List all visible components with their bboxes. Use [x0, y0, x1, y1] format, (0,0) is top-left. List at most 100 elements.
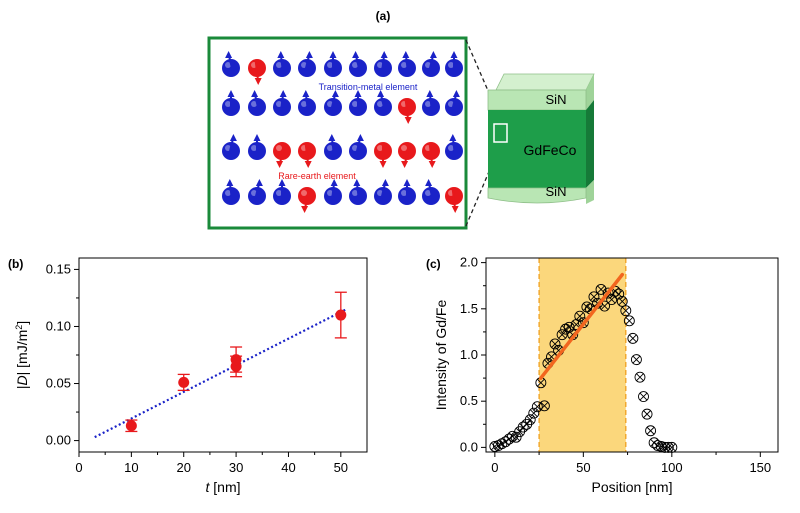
- transition-metal-atom: [324, 51, 342, 77]
- x-tick-label: 30: [229, 460, 243, 475]
- y-tick-label: 1.0: [460, 347, 478, 362]
- spin-up-arrowhead: [329, 51, 337, 58]
- marker-cross: [636, 373, 644, 381]
- spin-up-arrowhead: [377, 90, 385, 97]
- spin-up-arrowhead: [305, 51, 313, 58]
- atom-highlight: [276, 101, 282, 107]
- x-tick-label: 100: [661, 460, 683, 475]
- data-marker: [666, 441, 678, 453]
- rare-earth-atom: [374, 142, 392, 168]
- marker-circle: [620, 305, 632, 317]
- marker-cross: [561, 325, 570, 333]
- transition-metal-atom: [222, 179, 240, 205]
- spin-up-arrowhead: [328, 134, 336, 141]
- transition-metal-atom: [298, 51, 316, 77]
- rare-earth-atom: [273, 142, 291, 168]
- spin-up-arrowhead: [429, 51, 437, 58]
- atom-highlight: [301, 101, 307, 107]
- data-marker: [556, 329, 568, 341]
- panel-c-xlabel: Position [nm]: [592, 479, 673, 495]
- marker-cross: [537, 378, 545, 387]
- marker-circle: [595, 283, 607, 295]
- data-marker: [620, 305, 632, 317]
- spin-up-arrowhead: [251, 90, 259, 97]
- x-tick-label: 50: [334, 460, 348, 475]
- transition-metal-atom: [222, 51, 240, 77]
- transition-metal-atom: [298, 90, 316, 116]
- film-stack: SiN GdFeCo SiN: [487, 73, 595, 204]
- marker-circle: [500, 436, 511, 448]
- spin-up-arrowhead: [403, 179, 411, 186]
- marker-cross: [632, 355, 641, 364]
- zoom-window: [493, 123, 508, 143]
- marker-cross: [618, 297, 627, 306]
- y-tick-label: 0.10: [46, 318, 71, 333]
- marker-cross: [529, 409, 538, 418]
- marker-circle: [641, 408, 653, 420]
- data-marker: [574, 310, 586, 322]
- spin-down-arrowhead: [304, 161, 312, 168]
- panel-a-label: (a): [376, 9, 391, 23]
- transition-metal-atom: [445, 134, 463, 160]
- transition-metal-atom: [248, 179, 266, 205]
- transition-metal-atom: [445, 51, 463, 77]
- marker-cross: [540, 401, 549, 410]
- marker-cross: [643, 410, 651, 418]
- top-sin-layer: [487, 89, 587, 111]
- spin-up-arrowhead: [449, 134, 457, 141]
- marker-cross: [522, 420, 531, 429]
- marker-circle: [634, 371, 646, 383]
- spin-up-arrowhead: [352, 51, 360, 58]
- spin-up-arrowhead: [380, 51, 388, 58]
- panel-a: (a) Transition-metal element Rare-earth …: [207, 9, 595, 230]
- spin-up-arrowhead: [279, 90, 287, 97]
- marker-cross: [639, 392, 648, 401]
- spin-down-arrowhead: [379, 161, 387, 168]
- y-tick-label: 0.05: [46, 376, 71, 391]
- y-tick-label: 2.0: [460, 255, 478, 270]
- rare-earth-atom: [422, 142, 440, 168]
- bottom-sin-layer: [487, 187, 587, 204]
- marker-cross: [625, 317, 634, 325]
- data-point: [335, 309, 347, 321]
- marker-cross: [621, 306, 630, 315]
- marker-circle: [510, 431, 522, 443]
- spin-up-arrowhead: [356, 134, 364, 141]
- marker-cross: [607, 295, 616, 304]
- x-tick-label: 0: [491, 460, 498, 475]
- marker-cross: [583, 303, 591, 311]
- y-tick-label: 1.5: [460, 301, 478, 316]
- atom-highlight: [276, 145, 282, 151]
- marker-cross: [575, 312, 584, 321]
- atom-highlight: [401, 145, 407, 151]
- atom-highlight: [352, 101, 358, 107]
- spin-up-arrowhead: [255, 179, 263, 186]
- data-point: [125, 420, 137, 432]
- atom-highlight: [352, 62, 358, 68]
- marker-circle: [623, 315, 635, 327]
- marker-cross: [519, 423, 527, 431]
- x-tick-label: 150: [749, 460, 771, 475]
- transition-metal-atom: [398, 51, 416, 77]
- transition-metal-atom: [374, 179, 392, 205]
- marker-cross: [586, 304, 595, 313]
- marker-cross: [664, 443, 673, 452]
- panel-b-xlabel: t [nm]: [205, 479, 240, 495]
- panel-c-axes: [485, 257, 779, 453]
- marker-cross: [526, 415, 535, 424]
- marker-cross: [501, 438, 510, 446]
- marker-circle: [638, 391, 649, 403]
- x-tick-label: 20: [176, 460, 190, 475]
- marker-circle: [627, 332, 639, 344]
- atom-highlight: [425, 101, 431, 107]
- marker-circle: [528, 407, 540, 419]
- atom-highlight: [401, 190, 407, 196]
- panel-c: (c) 0 50 100 150 0.0 0.5 1.0 1.5 2.0 Position [n…: [426, 255, 779, 495]
- transition-metal-atom: [445, 90, 463, 116]
- marker-cross: [646, 426, 655, 435]
- rare-earth-atom: [398, 142, 416, 168]
- spin-up-arrowhead: [278, 179, 286, 186]
- transition-metal-atom: [324, 134, 342, 160]
- data-marker: [528, 407, 540, 419]
- transition-metal-atom: [422, 51, 440, 77]
